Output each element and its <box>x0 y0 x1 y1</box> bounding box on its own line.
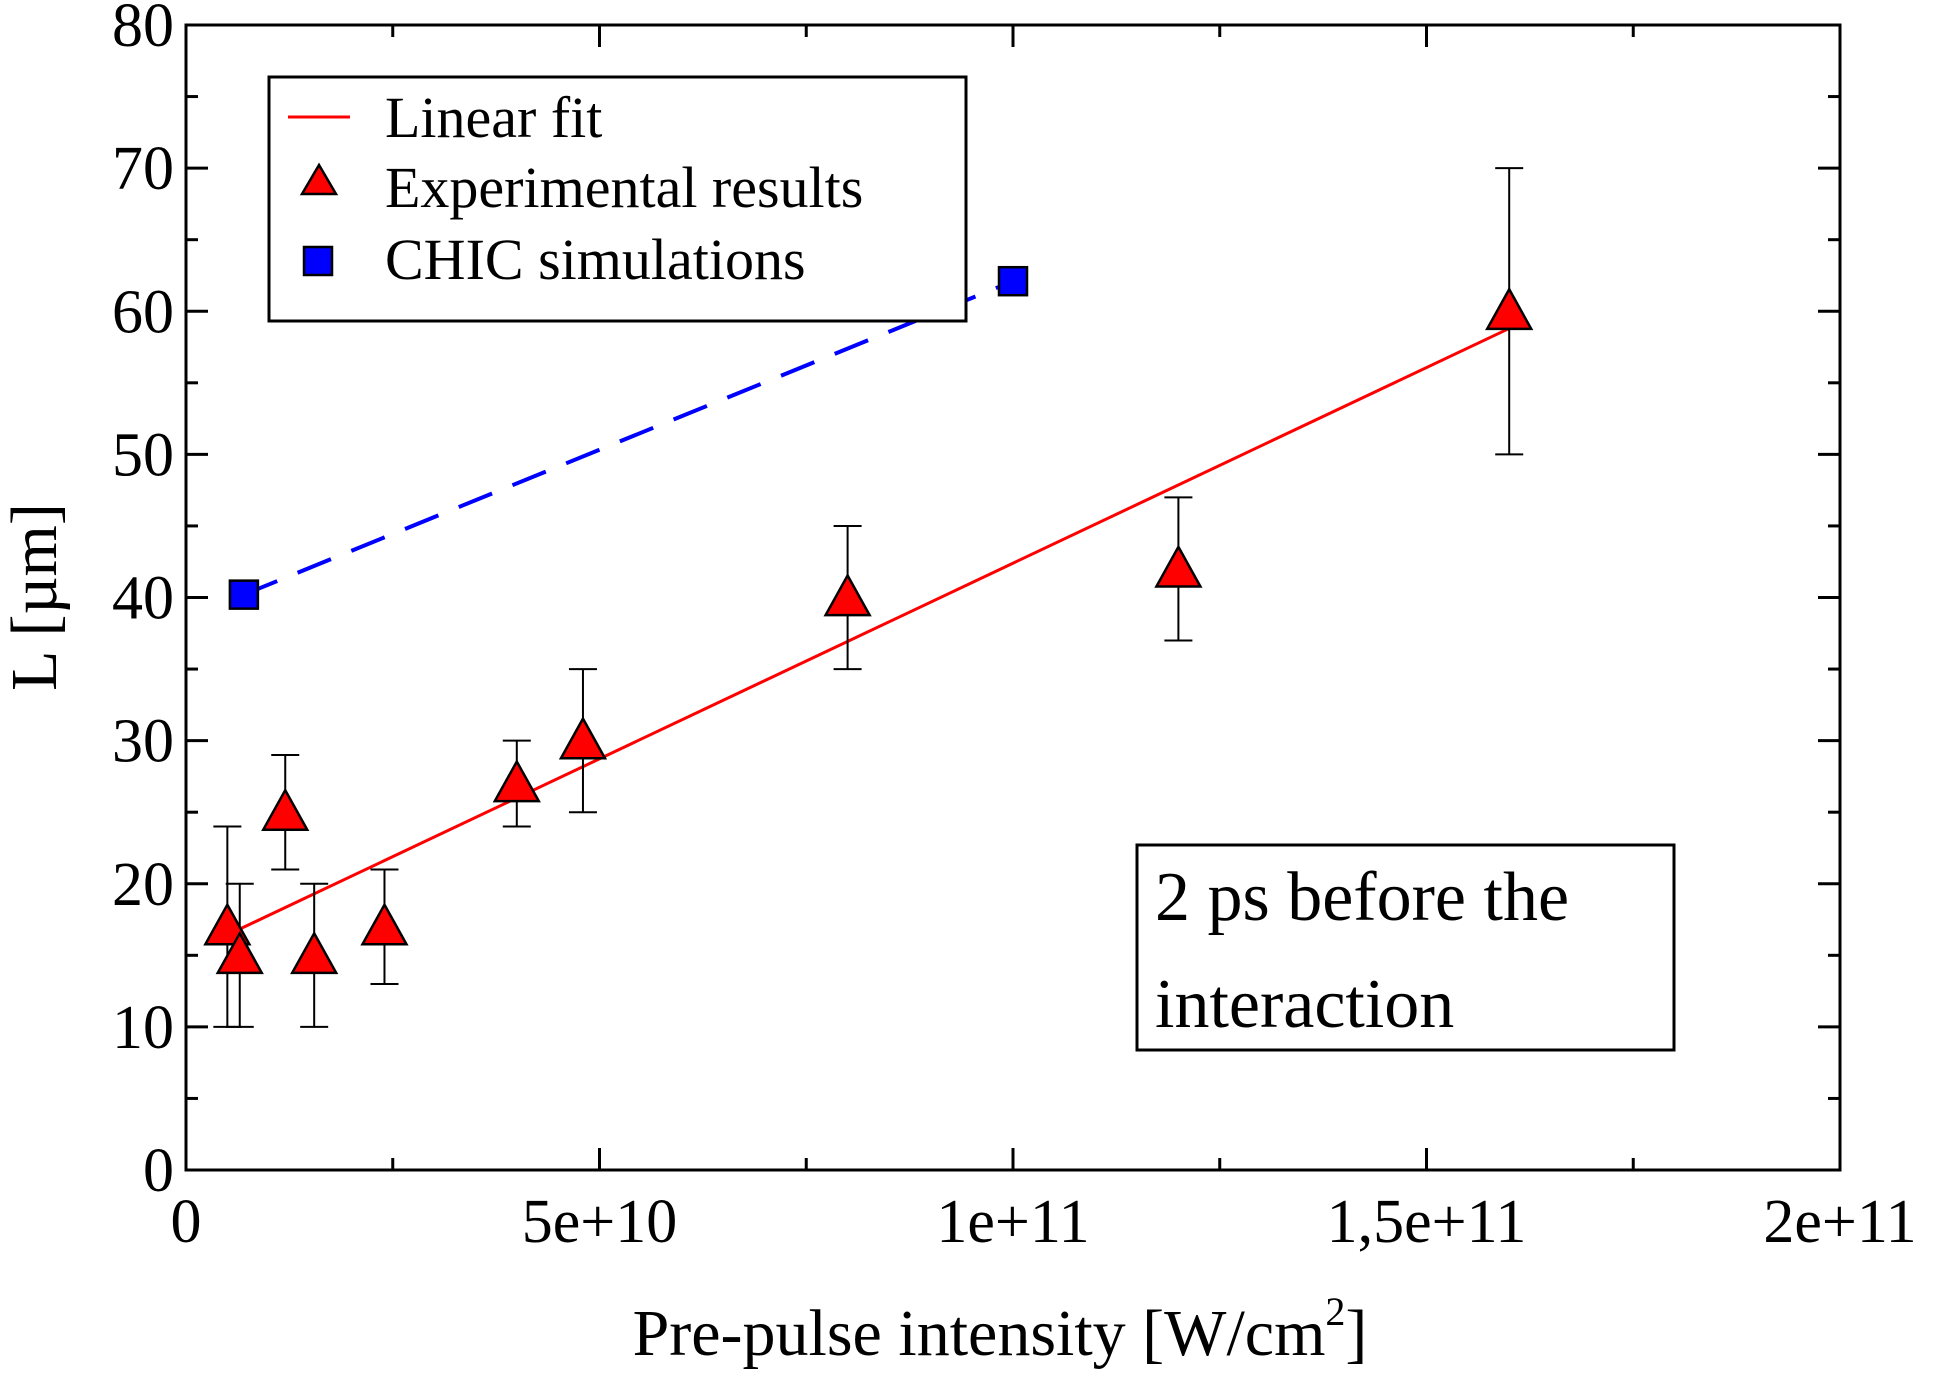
x-tick-label: 1,5e+11 <box>1327 1188 1527 1256</box>
y-tick-label: 20 <box>112 851 174 919</box>
annotation-line-2: interaction <box>1155 966 1454 1043</box>
linear-fit-line <box>234 327 1510 933</box>
x-tick-label: 1e+11 <box>936 1188 1089 1256</box>
y-tick-label: 60 <box>112 278 174 346</box>
y-tick-label: 80 <box>112 0 174 60</box>
x-tick-labels: 0 5e+10 1e+11 1,5e+11 2e+11 <box>171 1188 1917 1256</box>
simulation-points <box>228 265 1029 610</box>
y-tick-label: 50 <box>112 421 174 489</box>
linear-fit-layer <box>234 327 1510 933</box>
simulation-dashed-line <box>243 279 1014 597</box>
legend-label-experimental: Experimental results <box>385 155 863 220</box>
legend-swatch-simulation <box>302 245 334 277</box>
legend-swatch-experimental <box>299 162 339 196</box>
simulation-line-layer <box>243 279 1014 597</box>
x-tick-label: 0 <box>171 1188 202 1256</box>
experimental-point <box>1154 544 1203 588</box>
x-axis-title-superscript: 2 <box>1325 1289 1345 1334</box>
legend-label-linear-fit: Linear fit <box>385 85 602 150</box>
y-tick-labels: 0 10 20 30 40 50 60 70 80 <box>112 0 174 1205</box>
legend-label-simulation: CHIC simulations <box>385 227 806 292</box>
experimental-point <box>558 716 608 760</box>
axis-ticks <box>184 23 1842 1172</box>
simulation-point <box>228 579 260 610</box>
annotation: 2 ps before the interaction <box>1135 843 1676 1052</box>
experimental-points <box>203 286 1534 975</box>
x-tick-label: 2e+11 <box>1763 1188 1916 1256</box>
x-axis-title: Pre-pulse intensity [W/cm2] <box>633 1289 1368 1370</box>
annotation-line-1: 2 ps before the <box>1155 859 1569 936</box>
annotation-box <box>1135 843 1676 1052</box>
experimental-point <box>492 758 541 803</box>
x-tick-label: 5e+10 <box>522 1188 677 1256</box>
experimental-point <box>215 930 264 975</box>
experimental-point <box>290 930 339 975</box>
experimental-point <box>360 902 409 946</box>
y-axis-title: L [µm] <box>0 503 71 691</box>
y-tick-label: 0 <box>143 1137 174 1205</box>
y-tick-label: 10 <box>112 994 174 1062</box>
experimental-point <box>823 572 872 617</box>
experimental-point <box>1485 286 1534 331</box>
legend: Linear fit Experimental results CHIC sim… <box>267 75 968 323</box>
y-tick-label: 30 <box>112 708 174 776</box>
legend-box <box>267 75 968 323</box>
simulation-point <box>997 265 1029 297</box>
experimental-point <box>261 787 310 832</box>
y-tick-label: 70 <box>112 135 174 203</box>
x-axis-title-end: ] <box>1345 1297 1367 1370</box>
y-tick-label: 40 <box>112 565 174 633</box>
